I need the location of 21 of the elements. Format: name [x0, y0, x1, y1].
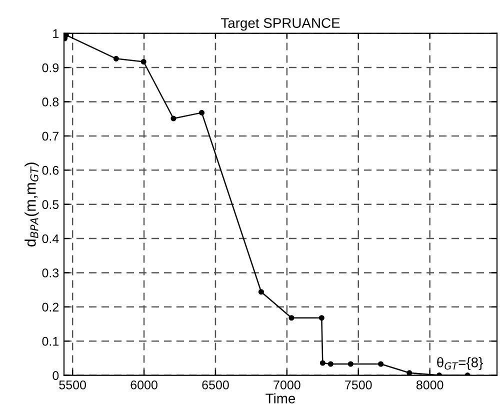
y-tick-label: 0: [52, 371, 59, 380]
y-tick-label: 0.9: [42, 63, 59, 72]
x-axis-title: Time: [266, 393, 296, 404]
y-tick-label: 0.3: [42, 268, 59, 278]
y-tick-label: 1: [53, 29, 59, 38]
chart-title: Target SPRUANCE: [221, 18, 340, 31]
y-tick-label: 0.6: [42, 166, 59, 175]
y-tick-label: 0.7: [42, 132, 59, 141]
y-tick-label: 0.5: [42, 200, 59, 209]
y-tick-label: 0.4: [42, 234, 59, 244]
y-tick-label: 0.2: [42, 302, 59, 312]
x-tick-label: 6500: [202, 380, 229, 390]
x-tick-label: 5500: [59, 380, 86, 390]
x-tick-label: 7500: [345, 380, 372, 390]
y-tick-label: 0.8: [42, 98, 59, 106]
x-tick-label: 8000: [416, 380, 444, 390]
x-tick-label: 6000: [130, 380, 158, 390]
y-axis-title: d$_{BPA}$(m,m$_{GT}$): [24, 162, 39, 246]
annotation: θ$_{GT}$={8}: [437, 357, 483, 370]
y-tick-label: 0.1: [42, 336, 59, 346]
x-tick-label: 7000: [274, 380, 300, 390]
